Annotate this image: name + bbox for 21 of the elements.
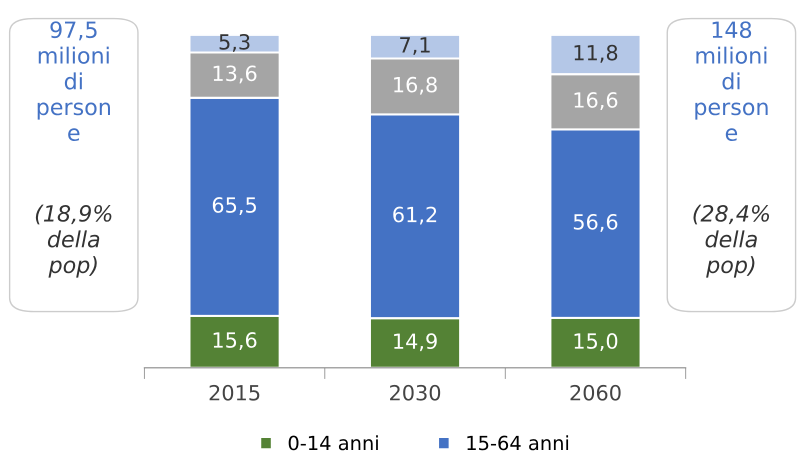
text: 148 milioni di person e xyxy=(695,21,768,142)
text: 97,5 milioni di person e xyxy=(38,21,110,142)
data-label: 15,0 xyxy=(574,333,618,352)
data-label: 56,6 xyxy=(574,214,618,232)
data-label: 16,6 xyxy=(574,92,618,110)
data-label: 61,2 xyxy=(393,206,436,224)
data-label: 13,6 xyxy=(214,65,256,84)
text: (28,4% della pop) xyxy=(694,204,770,278)
data-label: 15,6 xyxy=(214,332,256,350)
data-label: 11,8 xyxy=(574,44,618,63)
data-label: 16,8 xyxy=(394,76,437,95)
data-label: 5,3 xyxy=(220,34,250,52)
text: (18,9% della pop) xyxy=(36,204,112,278)
data-label: 65,5 xyxy=(212,197,256,216)
x-tick-label: 2030 xyxy=(390,384,440,401)
data-label: 7,1 xyxy=(400,37,430,55)
data-label: 14,9 xyxy=(394,333,437,352)
legend-label: 0-14 anni xyxy=(288,435,378,450)
legend-label: 15-64 anni xyxy=(467,435,568,450)
x-tick-label: 2060 xyxy=(570,384,621,401)
x-tick-label: 2015 xyxy=(210,384,260,401)
